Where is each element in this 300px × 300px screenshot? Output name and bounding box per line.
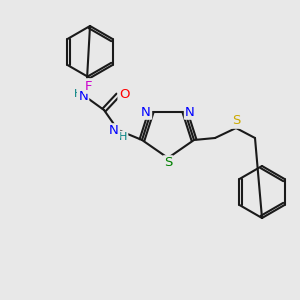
- Text: N: N: [141, 106, 151, 118]
- Text: N: N: [109, 124, 119, 137]
- Text: F: F: [84, 80, 92, 92]
- Text: S: S: [232, 115, 240, 128]
- Text: N: N: [185, 106, 195, 118]
- Text: H: H: [74, 89, 82, 99]
- Text: N: N: [78, 89, 88, 103]
- Text: O: O: [119, 88, 129, 100]
- Text: H: H: [119, 132, 127, 142]
- Text: S: S: [164, 157, 172, 169]
